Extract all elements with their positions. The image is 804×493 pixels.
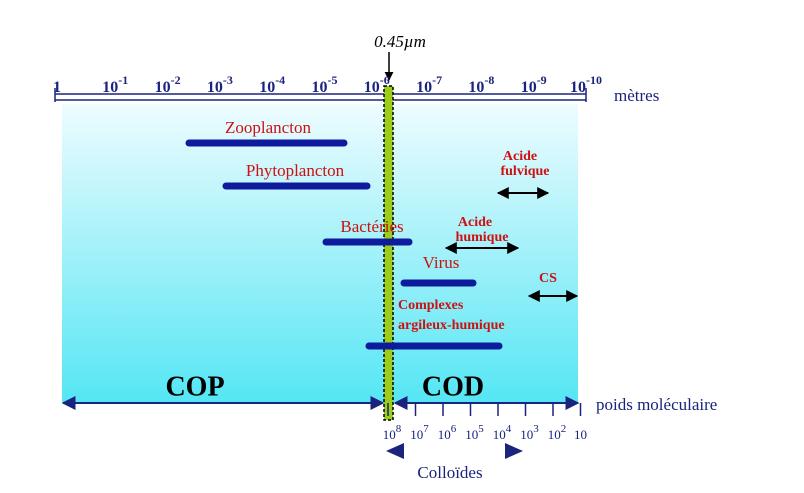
particle-label: Phytoplancton (246, 161, 345, 180)
size-tick-label: 10-1 (102, 73, 128, 96)
colloid-label: Colloïdes (417, 463, 482, 482)
size-tick-label: 10-7 (416, 73, 442, 96)
tick-exponent: 2 (561, 423, 567, 435)
size-tick-label: 10-9 (521, 73, 547, 96)
tick-base: 10 (364, 79, 380, 96)
mw-axis-label: poids moléculaire (596, 395, 717, 414)
size-axis (54, 88, 587, 102)
mw-tick-label: 104 (493, 423, 512, 442)
tick-base: 10 (548, 427, 561, 442)
tick-base: 10 (259, 79, 275, 96)
tick-base: 10 (102, 79, 118, 96)
mw-tick-label: 105 (465, 423, 484, 442)
tick-base: 10 (410, 427, 423, 442)
substance-label: Acide (503, 149, 537, 164)
tick-exponent: -3 (223, 73, 233, 87)
tick-exponent: 8 (396, 423, 402, 435)
mw-tick-label: 106 (438, 423, 457, 442)
substance-label: Acide (458, 215, 492, 230)
size-tick-label: 10-2 (155, 73, 181, 96)
particle-bars (185, 139, 503, 350)
particle-label: Bactéries (340, 217, 403, 236)
substance-arrows (444, 187, 579, 302)
tick-exponent: -8 (484, 73, 494, 87)
mw-tick-label: 103 (520, 423, 539, 442)
tick-base: 10 (493, 427, 506, 442)
mw-tick-label: 107 (410, 423, 429, 442)
fraction-label: COP (165, 371, 224, 402)
fraction-label: COD (422, 371, 484, 402)
tick-exponent: 5 (478, 423, 484, 435)
colloid-arrows (386, 443, 523, 459)
mw-tick-label: 10 (574, 427, 587, 442)
tick-exponent: -5 (328, 73, 338, 87)
filter-bar (383, 85, 394, 421)
size-unit: mètres (614, 86, 659, 105)
tick-exponent: -4 (275, 73, 285, 87)
size-tick-label: 10-8 (468, 73, 494, 96)
tick-base: 10 (570, 79, 586, 96)
mw-tick-label: 108 (383, 423, 402, 442)
tick-exponent: -2 (171, 73, 181, 87)
tick-base: 10 (207, 79, 223, 96)
mw-tick-label: 102 (548, 423, 567, 442)
particle-label: argileux-humique (398, 318, 505, 333)
size-tick-label: 10-3 (207, 73, 233, 96)
tick-base: 10 (438, 427, 451, 442)
tick-exponent: 7 (423, 423, 429, 435)
particle-label: Complexes (398, 298, 464, 313)
tick-exponent: -7 (432, 73, 442, 87)
tick-exponent: -10 (586, 73, 602, 87)
size-tick-label: 10-6 (364, 73, 390, 96)
tick-base: 10 (155, 79, 171, 96)
substance-label: humique (456, 230, 509, 245)
size-tick-label: 10-10 (570, 73, 602, 96)
filter-label: 0.45µm (374, 32, 426, 51)
particle-label: Zooplancton (225, 118, 311, 137)
tick-base: 10 (416, 79, 432, 96)
size-tick-label: 10-4 (259, 73, 285, 96)
tick-base: 10 (521, 79, 537, 96)
tick-base: 10 (312, 79, 328, 96)
tick-base: 10 (465, 427, 478, 442)
tick-exponent: -9 (537, 73, 547, 87)
tick-base: 1 (53, 79, 61, 96)
background (62, 104, 578, 402)
tick-exponent: 4 (506, 423, 512, 435)
tick-base: 10 (520, 427, 533, 442)
substance-label: fulvique (500, 164, 549, 179)
tick-exponent: -6 (380, 73, 390, 87)
tick-exponent: 6 (451, 423, 457, 435)
tick-exponent: -1 (118, 73, 128, 87)
size-tick-label: 1 (53, 79, 61, 96)
particle-label: Virus (423, 253, 460, 272)
size-tick-label: 10-5 (312, 73, 338, 96)
tick-base: 10 (574, 427, 587, 442)
tick-exponent: 3 (533, 423, 539, 435)
tick-base: 10 (468, 79, 484, 96)
tick-base: 10 (383, 427, 396, 442)
substance-label: CS (539, 271, 557, 286)
